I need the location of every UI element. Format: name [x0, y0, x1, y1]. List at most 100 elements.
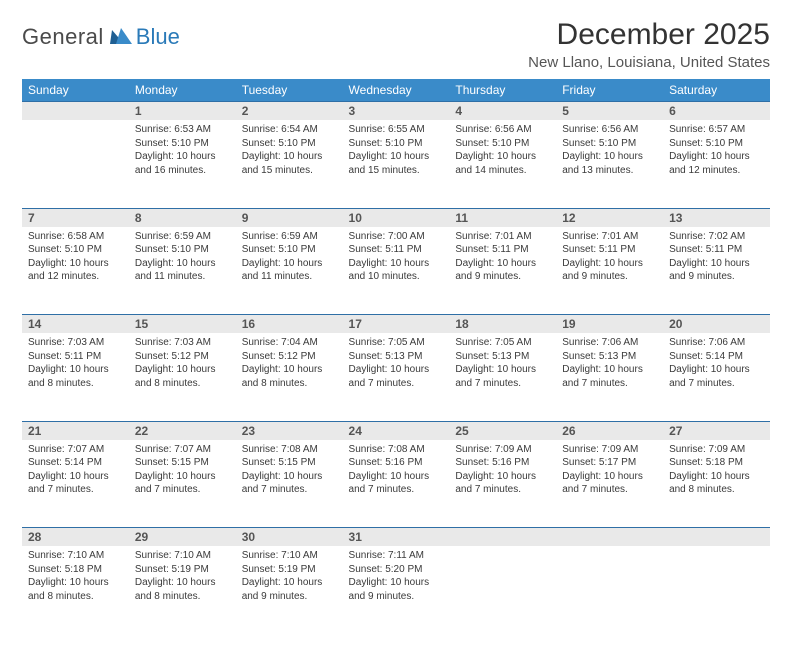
day-detail-line: Sunset: 5:10 PM — [135, 137, 230, 151]
day-number-cell: 22 — [129, 421, 236, 440]
day-body-cell: Sunrise: 6:54 AMSunset: 5:10 PMDaylight:… — [236, 120, 343, 208]
day-detail-line: and 8 minutes. — [135, 590, 230, 604]
day-number-cell: 16 — [236, 315, 343, 334]
day-body-cell: Sunrise: 7:05 AMSunset: 5:13 PMDaylight:… — [449, 333, 556, 421]
day-detail-line: and 7 minutes. — [562, 483, 657, 497]
day-detail-line: Daylight: 10 hours — [349, 576, 444, 590]
day-detail-line: and 14 minutes. — [455, 164, 550, 178]
day-detail-line: and 7 minutes. — [669, 377, 764, 391]
day-number-cell: 8 — [129, 208, 236, 227]
day-number-cell: 7 — [22, 208, 129, 227]
day-details: Sunrise: 7:07 AMSunset: 5:14 PMDaylight:… — [22, 440, 129, 503]
day-details: Sunrise: 7:03 AMSunset: 5:11 PMDaylight:… — [22, 333, 129, 396]
day-detail-line: Daylight: 10 hours — [349, 363, 444, 377]
page-title: December 2025 — [528, 18, 770, 52]
day-detail-line: Daylight: 10 hours — [669, 257, 764, 271]
day-detail-line: Daylight: 10 hours — [28, 257, 123, 271]
day-detail-line: Daylight: 10 hours — [135, 257, 230, 271]
day-detail-line: and 10 minutes. — [349, 270, 444, 284]
day-detail-line: Daylight: 10 hours — [242, 363, 337, 377]
weekday-header: Thursday — [449, 79, 556, 102]
day-detail-line: Sunset: 5:10 PM — [242, 243, 337, 257]
day-detail-line: and 7 minutes. — [242, 483, 337, 497]
day-detail-line: Sunrise: 7:05 AM — [349, 336, 444, 350]
day-number: 7 — [22, 209, 129, 227]
day-detail-line: Sunrise: 7:01 AM — [562, 230, 657, 244]
day-detail-line: Sunrise: 7:08 AM — [349, 443, 444, 457]
day-number-row: 28293031 — [22, 528, 770, 547]
day-number-cell — [663, 528, 770, 547]
day-detail-line: and 9 minutes. — [349, 590, 444, 604]
day-detail-line: Sunrise: 7:00 AM — [349, 230, 444, 244]
day-number: 3 — [343, 102, 450, 120]
day-number: 27 — [663, 422, 770, 440]
day-number-cell: 19 — [556, 315, 663, 334]
day-body-cell: Sunrise: 7:08 AMSunset: 5:16 PMDaylight:… — [343, 440, 450, 528]
day-number-cell: 17 — [343, 315, 450, 334]
day-number: 10 — [343, 209, 450, 227]
day-detail-line: Sunrise: 7:01 AM — [455, 230, 550, 244]
day-detail-line: and 12 minutes. — [669, 164, 764, 178]
day-detail-line: Sunset: 5:18 PM — [669, 456, 764, 470]
day-body-cell: Sunrise: 7:01 AMSunset: 5:11 PMDaylight:… — [556, 227, 663, 315]
day-detail-line: and 16 minutes. — [135, 164, 230, 178]
day-detail-line: Sunrise: 7:07 AM — [135, 443, 230, 457]
day-details: Sunrise: 6:58 AMSunset: 5:10 PMDaylight:… — [22, 227, 129, 290]
day-number: 19 — [556, 315, 663, 333]
day-detail-line: Sunrise: 6:56 AM — [455, 123, 550, 137]
day-detail-line: Daylight: 10 hours — [242, 576, 337, 590]
day-number-cell: 28 — [22, 528, 129, 547]
day-detail-line: Daylight: 10 hours — [135, 576, 230, 590]
day-detail-line: Sunset: 5:16 PM — [349, 456, 444, 470]
day-detail-line: Sunrise: 6:59 AM — [135, 230, 230, 244]
title-block: December 2025 New Llano, Louisiana, Unit… — [528, 18, 770, 71]
day-detail-line: and 7 minutes. — [455, 483, 550, 497]
day-details: Sunrise: 7:09 AMSunset: 5:16 PMDaylight:… — [449, 440, 556, 503]
day-detail-line: Daylight: 10 hours — [455, 257, 550, 271]
day-details: Sunrise: 7:08 AMSunset: 5:15 PMDaylight:… — [236, 440, 343, 503]
day-detail-line: and 8 minutes. — [669, 483, 764, 497]
day-body-cell: Sunrise: 7:05 AMSunset: 5:13 PMDaylight:… — [343, 333, 450, 421]
day-detail-line: Daylight: 10 hours — [562, 150, 657, 164]
weekday-header: Tuesday — [236, 79, 343, 102]
day-number-cell: 4 — [449, 102, 556, 121]
brand-logo: General Blue — [22, 24, 180, 50]
day-detail-line: Sunrise: 6:58 AM — [28, 230, 123, 244]
day-detail-line: and 11 minutes. — [135, 270, 230, 284]
day-number-cell: 23 — [236, 421, 343, 440]
day-body-cell: Sunrise: 7:10 AMSunset: 5:19 PMDaylight:… — [236, 546, 343, 634]
day-detail-line: Daylight: 10 hours — [669, 150, 764, 164]
day-details: Sunrise: 6:56 AMSunset: 5:10 PMDaylight:… — [556, 120, 663, 183]
day-number-cell: 14 — [22, 315, 129, 334]
day-number-cell: 13 — [663, 208, 770, 227]
day-details: Sunrise: 6:59 AMSunset: 5:10 PMDaylight:… — [236, 227, 343, 290]
day-details: Sunrise: 7:00 AMSunset: 5:11 PMDaylight:… — [343, 227, 450, 290]
day-number: 8 — [129, 209, 236, 227]
day-detail-line: and 8 minutes. — [28, 590, 123, 604]
day-number-cell: 25 — [449, 421, 556, 440]
day-body-cell: Sunrise: 7:01 AMSunset: 5:11 PMDaylight:… — [449, 227, 556, 315]
day-number: 28 — [22, 528, 129, 546]
day-body-cell — [663, 546, 770, 634]
day-number: 14 — [22, 315, 129, 333]
day-detail-line: Sunrise: 6:59 AM — [242, 230, 337, 244]
day-details: Sunrise: 6:59 AMSunset: 5:10 PMDaylight:… — [129, 227, 236, 290]
day-detail-line: and 7 minutes. — [28, 483, 123, 497]
day-number: 2 — [236, 102, 343, 120]
day-detail-line: Daylight: 10 hours — [562, 363, 657, 377]
day-body-cell: Sunrise: 6:56 AMSunset: 5:10 PMDaylight:… — [556, 120, 663, 208]
day-detail-line: Sunrise: 7:08 AM — [242, 443, 337, 457]
weekday-header: Monday — [129, 79, 236, 102]
day-number-cell: 24 — [343, 421, 450, 440]
day-detail-line: and 9 minutes. — [242, 590, 337, 604]
day-body-cell: Sunrise: 7:03 AMSunset: 5:12 PMDaylight:… — [129, 333, 236, 421]
day-details: Sunrise: 7:09 AMSunset: 5:17 PMDaylight:… — [556, 440, 663, 503]
weekday-header: Wednesday — [343, 79, 450, 102]
day-detail-line: Daylight: 10 hours — [28, 576, 123, 590]
day-details: Sunrise: 7:06 AMSunset: 5:14 PMDaylight:… — [663, 333, 770, 396]
day-number-cell: 9 — [236, 208, 343, 227]
brand-general: General — [22, 24, 104, 50]
day-number-cell — [556, 528, 663, 547]
day-detail-line: Sunset: 5:10 PM — [28, 243, 123, 257]
day-body-row: Sunrise: 7:03 AMSunset: 5:11 PMDaylight:… — [22, 333, 770, 421]
